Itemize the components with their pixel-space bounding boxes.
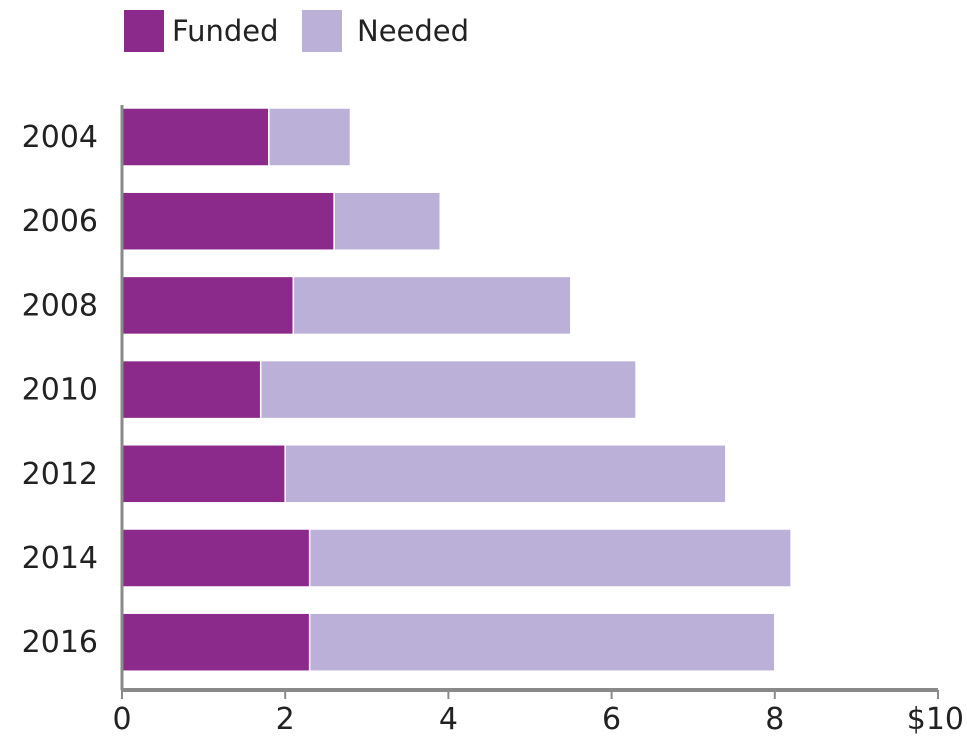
legend: Funded Needed [124, 10, 469, 52]
x-axis: 0 2 4 6 8 $10 [112, 688, 964, 737]
x-tick-label-0: 0 [112, 702, 131, 734]
bar-funded-2012 [121, 444, 286, 504]
x-tick-label-6: 6 [602, 702, 621, 734]
legend-swatch-needed [302, 10, 342, 52]
x-tick-label-2: 2 [276, 702, 295, 734]
y-tick-label-2006: 2006 [22, 204, 98, 239]
bar-needed-2014 [308, 528, 792, 588]
bar-needed-2016 [308, 612, 776, 672]
bar-needed-2006 [333, 191, 441, 251]
x-tick-label-4: 4 [439, 702, 458, 734]
y-axis: 2004 2006 2008 2010 2012 2014 2016 [22, 105, 124, 690]
x-tick-label-10: $10 [907, 702, 964, 734]
x-tick-label-8: 8 [765, 702, 784, 734]
legend-label-funded: Funded [172, 14, 279, 48]
bar-needed-2012 [284, 444, 727, 504]
bar-funded-2004 [121, 107, 270, 167]
legend-label-needed: Needed [357, 14, 469, 48]
bar-needed-2004 [268, 107, 352, 167]
bar-needed-2008 [292, 275, 572, 336]
y-tick-label-2014: 2014 [22, 541, 98, 576]
bar-funded-2008 [121, 275, 295, 336]
legend-swatch-funded [124, 10, 164, 52]
y-tick-label-2008: 2008 [22, 288, 98, 323]
bar-needed-2010 [259, 359, 637, 420]
y-tick-label-2010: 2010 [22, 373, 98, 408]
y-tick-label-2012: 2012 [22, 457, 98, 492]
y-tick-label-2004: 2004 [22, 120, 98, 155]
bar-funded-2016 [121, 612, 311, 672]
bar-funded-2014 [121, 528, 311, 588]
bar-funded-2006 [121, 191, 335, 251]
bars [121, 107, 792, 672]
bar-funded-2010 [121, 359, 262, 420]
y-tick-label-2016: 2016 [22, 625, 98, 660]
